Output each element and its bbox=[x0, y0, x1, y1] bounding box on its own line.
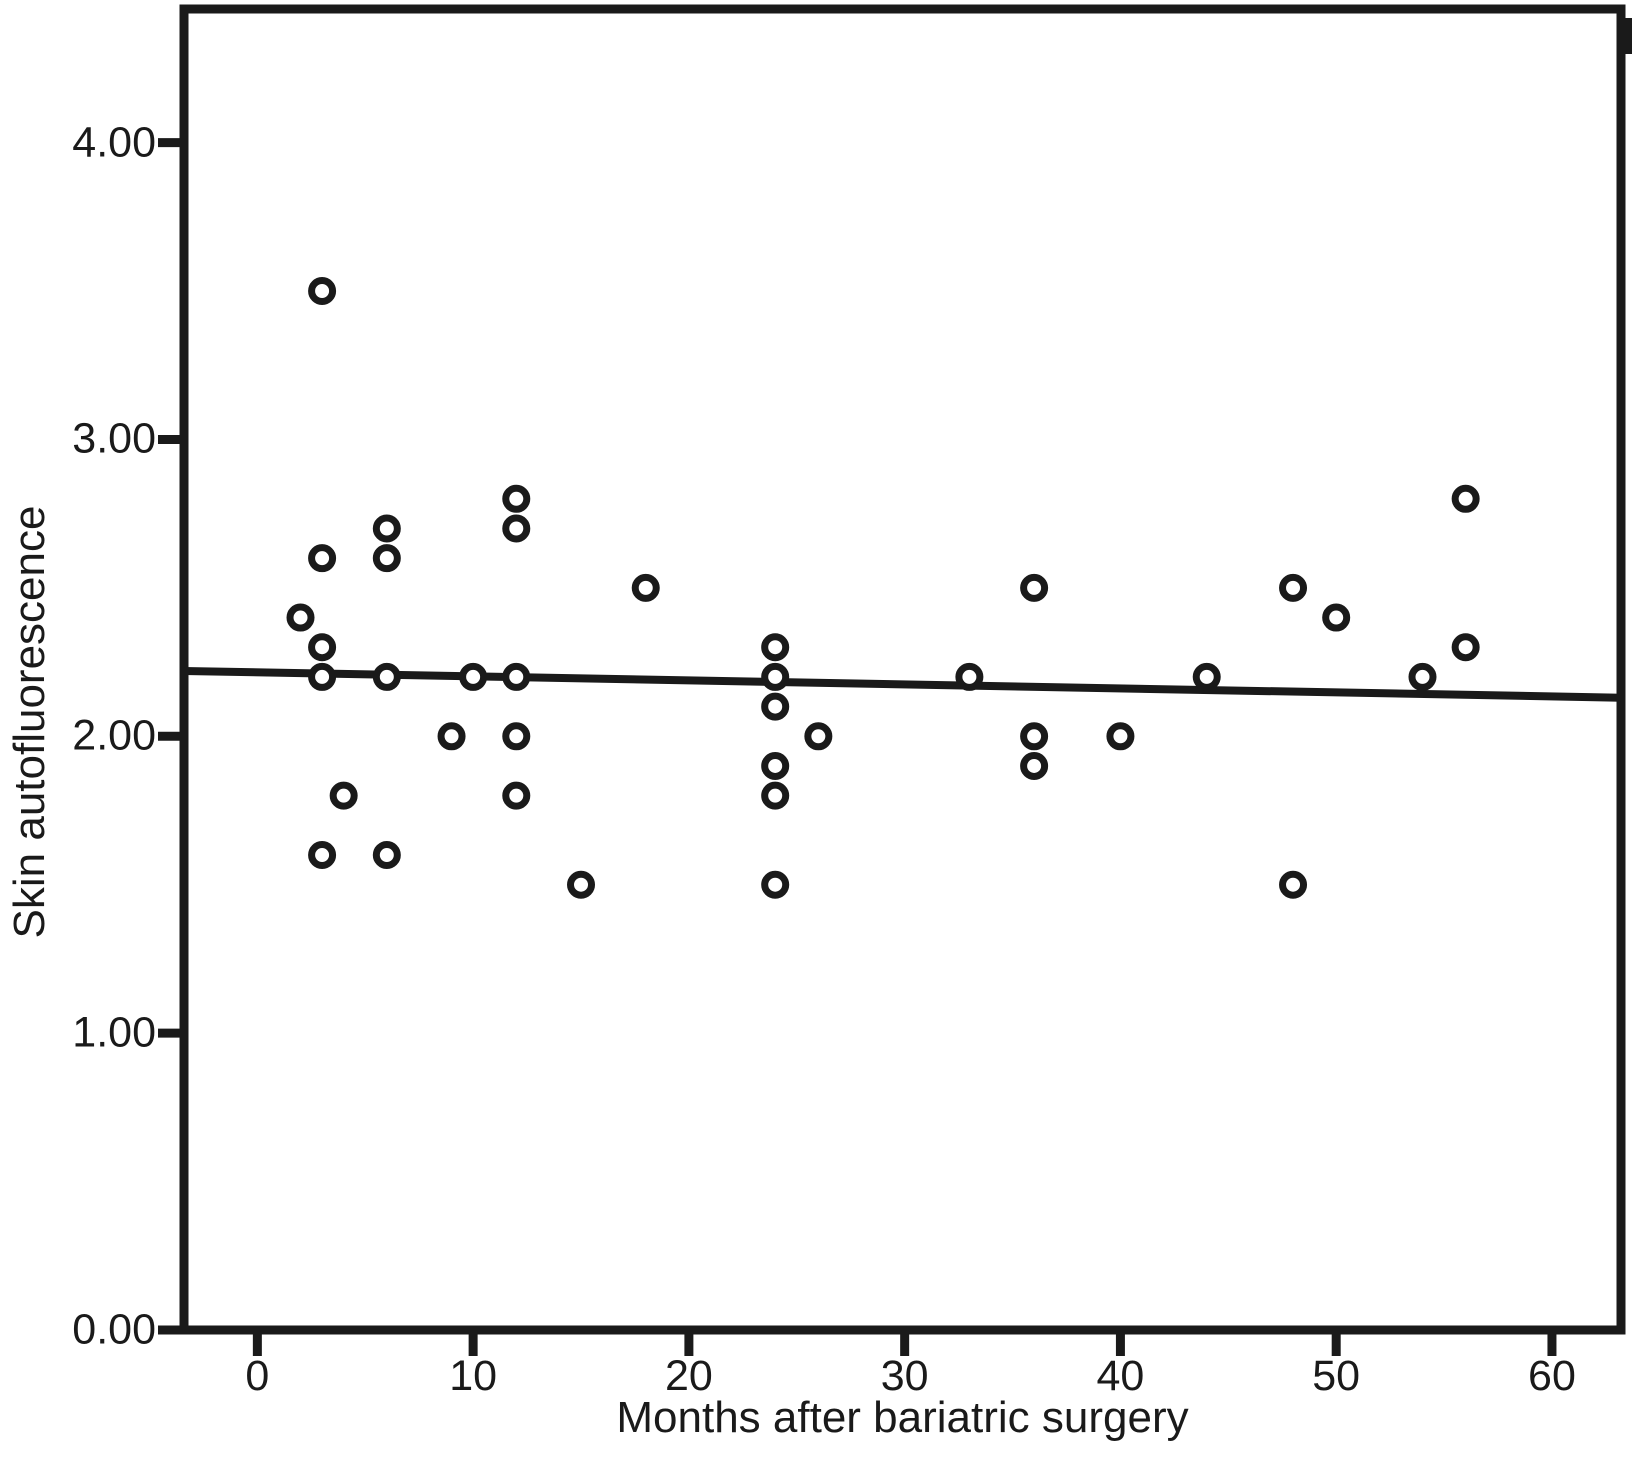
y-tick-label: 4.00 bbox=[72, 118, 156, 167]
data-point bbox=[1020, 751, 1049, 780]
trend-line bbox=[183, 666, 1622, 702]
data-point bbox=[631, 573, 660, 602]
data-point bbox=[761, 692, 790, 721]
data-point bbox=[502, 781, 531, 810]
data-point bbox=[308, 544, 337, 573]
data-point bbox=[804, 722, 833, 751]
data-point bbox=[761, 751, 790, 780]
x-tick-label: 10 bbox=[449, 1352, 498, 1400]
data-point bbox=[567, 870, 596, 899]
data-point bbox=[1408, 662, 1437, 691]
data-point bbox=[459, 662, 488, 691]
y-tick-label: 3.00 bbox=[72, 414, 156, 463]
data-point bbox=[372, 514, 401, 543]
data-point bbox=[761, 781, 790, 810]
data-point bbox=[308, 633, 337, 662]
data-point bbox=[308, 841, 337, 870]
data-point bbox=[502, 514, 531, 543]
x-tick-label: 20 bbox=[664, 1352, 713, 1400]
data-point bbox=[1106, 722, 1135, 751]
data-point bbox=[308, 277, 337, 306]
data-point bbox=[502, 662, 531, 691]
y-tick-label: 1.00 bbox=[72, 1008, 156, 1057]
data-point bbox=[502, 722, 531, 751]
data-point bbox=[1322, 603, 1351, 632]
data-point bbox=[437, 722, 466, 751]
data-point bbox=[1279, 870, 1308, 899]
data-point bbox=[1192, 662, 1221, 691]
data-point bbox=[955, 662, 984, 691]
x-tick-label: 60 bbox=[1528, 1352, 1576, 1400]
data-point bbox=[761, 870, 790, 899]
data-point bbox=[1020, 573, 1049, 602]
y-tick-label: 0.00 bbox=[72, 1305, 156, 1354]
x-tick-label: 50 bbox=[1312, 1352, 1361, 1400]
data-point bbox=[1279, 573, 1308, 602]
data-point bbox=[1020, 722, 1049, 751]
data-point bbox=[1451, 484, 1480, 513]
data-point bbox=[502, 484, 531, 513]
data-point bbox=[372, 841, 401, 870]
data-point bbox=[761, 633, 790, 662]
frame-artifact-mark bbox=[1619, 18, 1632, 54]
plot-frame bbox=[179, 4, 1626, 1335]
y-tick-label: 2.00 bbox=[72, 711, 156, 760]
data-point bbox=[761, 662, 790, 691]
x-axis-title: Months after bariatric surgery bbox=[616, 1393, 1189, 1442]
data-point bbox=[372, 544, 401, 573]
data-point bbox=[308, 662, 337, 691]
x-tick-label: 0 bbox=[245, 1352, 270, 1400]
data-point bbox=[372, 662, 401, 691]
data-point bbox=[329, 781, 358, 810]
data-point bbox=[1451, 633, 1480, 662]
x-tick-label: 40 bbox=[1096, 1352, 1145, 1400]
data-point bbox=[286, 603, 315, 632]
y-axis-title: Skin autofluorescence bbox=[4, 505, 54, 939]
x-tick-label: 30 bbox=[880, 1352, 929, 1400]
